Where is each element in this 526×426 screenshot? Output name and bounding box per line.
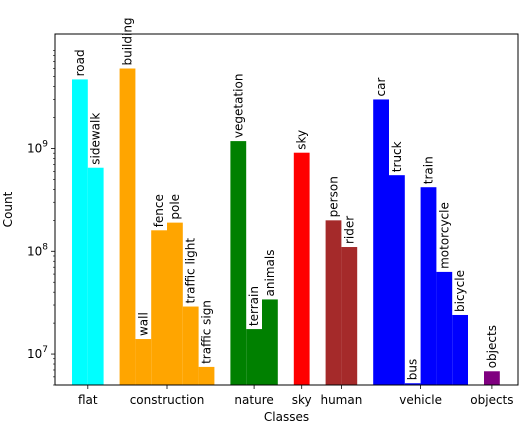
x-tick-label-vehicle: vehicle [399,393,442,407]
y-tick-label-1: 108 [27,242,48,258]
bar-label-rider: rider [342,216,356,244]
bar-sky [293,152,310,385]
bar-label-road: road [73,49,87,76]
bar-rider [341,247,358,385]
bar-car [373,99,389,386]
x-tick-label-nature: nature [234,393,273,407]
bar-label-wall: wall [136,312,150,336]
x-axis-label: Classes [264,410,309,424]
bar-animals [262,299,278,385]
x-tick-label-sky: sky [292,393,312,407]
bar-label-traffic-sign: traffic sign [200,300,214,364]
bar-label-traffic-light: traffic light [184,238,198,304]
bar-labels-layer: road sidewalk building wall fence pole traffic… [73,17,499,380]
y-tick-label-0: 107 [27,345,48,361]
bar-fence [151,230,167,385]
bar-label-building: building [121,17,135,65]
bar-label-person: person [327,176,341,217]
bar-label-sky: sky [295,130,309,150]
bar-sidewalk [87,167,104,385]
bar-objects [484,371,500,385]
x-tick-label-human: human [320,393,362,407]
bar-vegetation [230,141,247,385]
bar-label-vegetation: vegetation [231,74,245,139]
bar-train [420,187,437,385]
bar-wall [135,339,152,385]
bar-traffic-light [182,306,199,385]
bar-label-motorcycle: motorcycle [437,202,451,269]
y-tick-label-2: 109 [27,139,48,155]
y-axis-ticks: 107 108 109 [27,50,55,386]
bar-label-sidewalk: sidewalk [89,113,103,165]
bars-layer [72,68,500,386]
bar-road [72,79,88,385]
bar-traffic-sign [198,366,215,385]
bar-label-fence: fence [152,194,166,227]
bar-label-animals: animals [263,250,277,297]
bar-label-truck: truck [390,141,404,172]
bar-pole [167,222,183,385]
x-tick-label-flat: flat [78,393,98,407]
bar-label-car: car [374,78,388,97]
bar-label-bicycle: bicycle [453,270,467,312]
bar-bus [404,383,421,385]
bar-label-bus: bus [406,359,420,380]
x-tick-label-objects: objects [470,393,513,407]
bar-terrain [246,329,262,385]
bar-building [119,68,136,385]
bar-motorcycle [436,271,453,385]
plot-frame [54,33,519,386]
bar-label-train: train [422,156,436,184]
bar-person [325,220,342,385]
bar-label-pole: pole [168,194,182,220]
bar-label-terrain: terrain [247,286,261,326]
bar-label-objects: objects [485,325,499,368]
x-axis-ticks: flat construction nature sky human vehicle obj… [78,385,514,407]
bar-bicycle [452,314,468,385]
y-axis-label: Count [1,191,15,227]
x-tick-label-construction: construction [130,393,205,407]
bar-truck [389,175,405,385]
